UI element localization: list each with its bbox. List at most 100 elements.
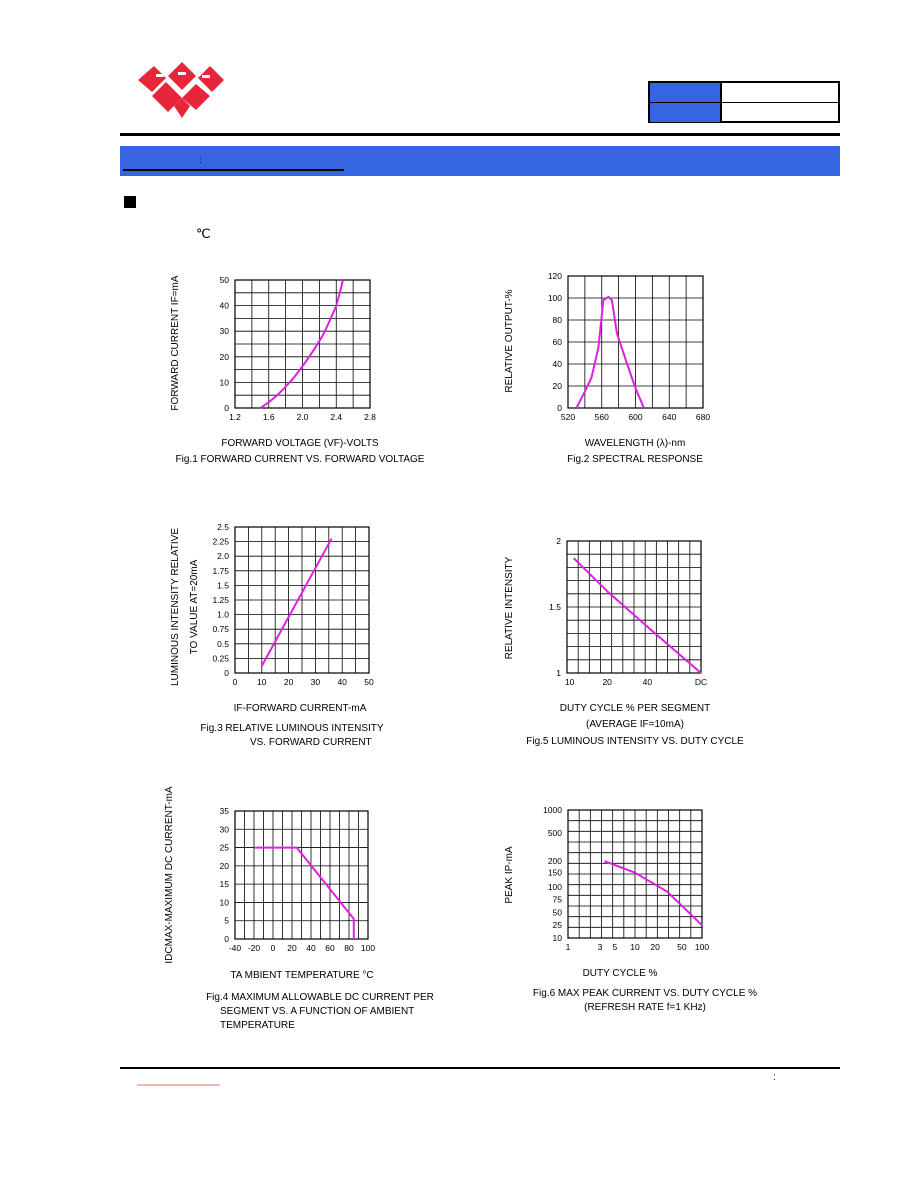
fig5-ytick-label: 1	[556, 668, 561, 678]
fig4-xtick-label: -20	[248, 943, 261, 953]
fig1-ytick-label: 0	[224, 403, 229, 413]
fig1-xtick-label: 2.4	[330, 412, 342, 422]
header-info-table	[648, 81, 840, 123]
fig1-xtick-label: 2.8	[364, 412, 376, 422]
fig4-chart	[234, 810, 369, 940]
fig3-caption-line: Fig.3 RELATIVE LUMINOUS INTENSITY	[200, 723, 384, 734]
company-logo	[138, 62, 224, 118]
fig6-xtick-label: 3	[598, 942, 603, 952]
fig3-ylabel-2: TO VALUE AT=20mA	[189, 559, 200, 654]
fig1-series-line	[259, 279, 344, 409]
footer-rule	[120, 1067, 840, 1069]
fig2-ytick-label: 60	[553, 337, 563, 347]
fig1-ytick-label: 20	[220, 352, 230, 362]
fig4-xtick-label: 80	[344, 943, 354, 953]
fig6-ytick-label: 500	[548, 828, 562, 838]
fig6-ytick-label: 25	[553, 920, 563, 930]
fig2-ylabel: RELATIVE OUTPUT-%	[504, 289, 515, 392]
fig3-xtick-label: 10	[257, 677, 267, 687]
fig2-ytick-label: 20	[553, 381, 563, 391]
fig6-xtick-label: 1	[566, 942, 571, 952]
fig3-ytick-label: 0.5	[217, 639, 229, 649]
fig1-ylabel: FORWARD CURRENT IF=mA	[170, 275, 181, 410]
footer-colon: :	[773, 1072, 776, 1083]
fig4-ytick-label: 10	[220, 897, 230, 907]
fig4-xlabel: TA MBIENT TEMPERATURE °C	[230, 970, 373, 981]
fig4-ytick-label: 15	[220, 879, 230, 889]
fig1-ytick-label: 10	[220, 377, 230, 387]
fig4-ylabel: IDCMAX-MAXIMUM DC CURRENT-mA	[164, 786, 175, 964]
fig2-caption-line: Fig.2 SPECTRAL RESPONSE	[567, 454, 703, 465]
fig3-ytick-label: 2.25	[212, 537, 229, 547]
fig2-chart	[567, 275, 704, 409]
fig2-ytick-label: 40	[553, 359, 563, 369]
fig3-ytick-label: 1.25	[212, 595, 229, 605]
fig4-ytick-label: 20	[220, 861, 230, 871]
fig3-ytick-label: 1.0	[217, 610, 229, 620]
fig4-xtick-label: 100	[361, 943, 375, 953]
fig2-xlabel: WAVELENGTH (λ)-nm	[585, 438, 686, 449]
fig3-ytick-label: 1.5	[217, 580, 229, 590]
fig5-xtick-label: 10	[565, 677, 575, 687]
fig4-xtick-label: 40	[306, 943, 316, 953]
fig3-ytick-label: 1.75	[212, 566, 229, 576]
fig5-series-line	[572, 557, 702, 674]
fig3-ytick-label: 2.5	[217, 522, 229, 532]
fig6-ytick-label: 150	[548, 868, 562, 878]
fig3-ytick-label: 0.25	[212, 653, 229, 663]
fig5-xtick-label: DC	[695, 677, 707, 687]
fig1-ytick-label: 50	[220, 275, 230, 285]
fig4-ytick-label: 0	[224, 934, 229, 944]
section-band-underline	[123, 169, 344, 171]
fig4-xtick-label: 20	[287, 943, 297, 953]
header-label-cell-2	[650, 103, 722, 122]
fig2-xtick-label: 680	[696, 412, 710, 422]
fig6-ytick-label: 100	[548, 882, 562, 892]
fig5-xtick-label: 20	[602, 677, 612, 687]
fig6-ytick-label: 200	[548, 856, 562, 866]
fig3-xtick-label: 50	[364, 677, 374, 687]
fig4-xtick-label: 0	[271, 943, 276, 953]
degree-note: ℃	[196, 226, 211, 241]
fig4-ytick-label: 5	[224, 916, 229, 926]
fig1-caption-line: Fig.1 FORWARD CURRENT VS. FORWARD VOLTAG…	[176, 454, 425, 465]
fig6-chart	[567, 809, 703, 939]
fig4-ytick-label: 25	[220, 843, 230, 853]
fig5-ytick-label: 2	[556, 536, 561, 546]
fig6-series-line	[604, 860, 703, 926]
fig2-ytick-label: 80	[553, 315, 563, 325]
fig3-xtick-label: 30	[311, 677, 321, 687]
section-band	[120, 146, 840, 176]
fig3-ytick-label: 0	[224, 668, 229, 678]
fig3-series-line	[260, 538, 333, 667]
fig6-xtick-label: 50	[677, 942, 687, 952]
fig2-xtick-label: 600	[628, 412, 642, 422]
fig1-xtick-label: 1.6	[263, 412, 275, 422]
fig6-ytick-label: 50	[553, 907, 563, 917]
fig5-caption-line: Fig.5 LUMINOUS INTENSITY VS. DUTY CYCLE	[526, 736, 744, 747]
fig2-ytick-label: 100	[548, 293, 562, 303]
fig2-ytick-label: 120	[548, 271, 562, 281]
fig6-xtick-label: 5	[612, 942, 617, 952]
fig2-xtick-label: 640	[662, 412, 676, 422]
fig6-xlabel: DUTY CYCLE %	[583, 968, 658, 979]
fig3-xtick-label: 40	[337, 677, 347, 687]
fig6-xtick-label: 100	[695, 942, 709, 952]
fig5-xlabel: DUTY CYCLE % PER SEGMENT	[560, 703, 710, 714]
fig6-xtick-label: 20	[650, 942, 660, 952]
fig4-ytick-label: 35	[220, 806, 230, 816]
fig6-xtick-label: 10	[630, 942, 640, 952]
fig6-ytick-label: 75	[553, 895, 563, 905]
fig3-xlabel: IF-FORWARD CURRENT-mA	[234, 703, 367, 714]
fig1-xtick-label: 1.2	[229, 412, 241, 422]
fig4-caption-line: Fig.4 MAXIMUM ALLOWABLE DC CURRENT PER	[206, 992, 434, 1003]
fig6-ytick-label: 10	[553, 933, 563, 943]
fig1-ytick-label: 30	[220, 326, 230, 336]
fig5-ylabel: RELATIVE INTENSITY	[504, 556, 515, 659]
fig6-caption-line: Fig.6 MAX PEAK CURRENT VS. DUTY CYCLE %	[533, 988, 757, 999]
fig3-xtick-label: 0	[233, 677, 238, 687]
fig4-caption-line: SEGMENT VS. A FUNCTION OF AMBIENT	[220, 1006, 414, 1017]
fig2-series-line	[575, 295, 645, 409]
fig1-ytick-label: 40	[220, 301, 230, 311]
